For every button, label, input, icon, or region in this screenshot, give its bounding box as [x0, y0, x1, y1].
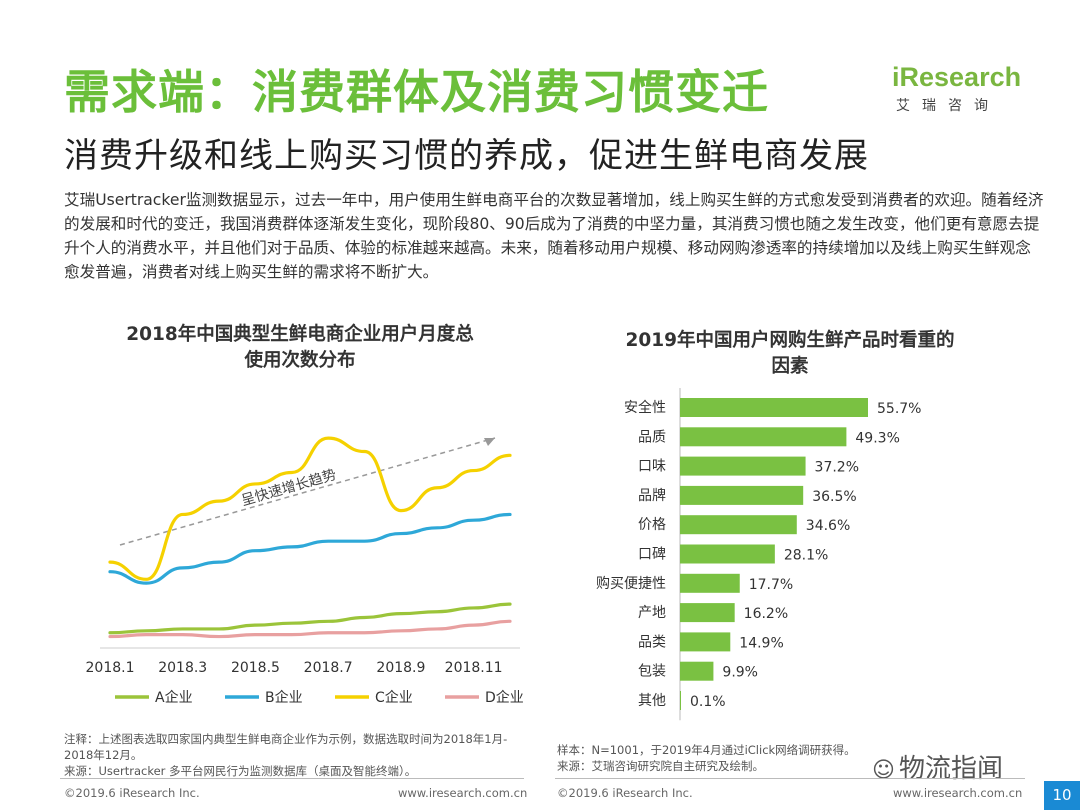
series-line-3: [108, 436, 512, 581]
legend-label-3: C企业: [375, 689, 413, 706]
x-tick-label: 2018.1: [86, 660, 135, 676]
bar-value-label: 16.2%: [744, 606, 788, 622]
left-note: 注释：上述图表选取四家国内典型生鲜电商企业作为示例，数据选取时间为2018年1月…: [64, 731, 544, 779]
footer-divider-left: [60, 778, 524, 779]
bar-category-label: 产地: [638, 605, 666, 621]
bar-category-label: 口味: [638, 459, 666, 475]
bar: [680, 515, 797, 535]
logo-text: iResearch: [892, 62, 1022, 92]
bar-category-label: 品质: [638, 429, 666, 445]
right-note: 样本：N=1001，于2019年4月通过iClick网络调研获得。 来源：艾瑞咨…: [557, 742, 877, 774]
bar-category-label: 价格: [638, 517, 666, 533]
legend-label-1: A企业: [155, 689, 193, 706]
bar: [680, 632, 731, 652]
body-paragraph: 艾瑞Usertracker监测数据显示，过去一年中，用户使用生鲜电商平台的次数显…: [64, 191, 1044, 281]
x-tick-label: 2018.7: [304, 660, 353, 676]
bar-value-label: 36.5%: [812, 489, 856, 505]
logo-cn-text: 艾瑞咨询: [896, 98, 1000, 114]
bar: [680, 485, 804, 505]
wechat-label: 物流指闻: [898, 754, 1003, 784]
bar: [680, 398, 868, 417]
footer-url-left: www.iresearch.com.cn: [398, 786, 528, 800]
bar-value-label: 9.9%: [722, 665, 758, 681]
left-note-line1: 注释：上述图表选取四家国内典型生鲜电商企业作为示例，数据选取时间为2018年1月…: [64, 732, 508, 746]
bar-category-label: 品牌: [638, 487, 666, 504]
page-title: 需求端：消费群体及消费习惯变迁: [64, 65, 769, 119]
bar-category-label: 其他: [638, 693, 666, 709]
bar-category-label: 包装: [638, 664, 666, 680]
legend-label-4: D企业: [485, 689, 524, 706]
bar-value-label: 14.9%: [739, 635, 783, 651]
line-chart-title-line1: 2018年中国典型生鲜电商企业用户月度总: [126, 324, 474, 345]
footer-copyright-left: ©2019.6 iResearch Inc.: [64, 786, 200, 800]
bar-category-label: 购买便捷性: [596, 576, 666, 592]
footer-divider-right: [555, 778, 1025, 779]
left-note-line3: 来源：Usertracker 多平台网民行为监测数据库（桌面及智能终端）。: [64, 764, 417, 778]
bar-value-label: 0.1%: [690, 694, 726, 710]
bar-value-label: 49.3%: [855, 430, 899, 446]
bar: [680, 661, 714, 681]
bar: [680, 691, 681, 710]
bar-chart-title: 2019年中国用户网购生鲜产品时看重的 因素: [590, 328, 990, 380]
line-chart-title-line2: 使用次数分布: [244, 350, 356, 371]
trend-arrow-line: [119, 437, 496, 546]
x-tick-label: 2018.11: [445, 660, 503, 676]
bar: [680, 427, 847, 447]
bar: [680, 573, 740, 593]
iresearch-logo: iResearch 艾瑞咨询: [892, 62, 1032, 115]
x-tick-label: 2018.3: [158, 660, 207, 676]
bar-chart-title-line1: 2019年中国用户网购生鲜产品时看重的: [625, 330, 955, 351]
bar-category-label: 口碑: [638, 547, 666, 563]
x-tick-label: 2018.5: [231, 660, 280, 676]
bar-category-label: 品类: [638, 634, 666, 650]
line-chart-title: 2018年中国典型生鲜电商企业用户月度总 使用次数分布: [90, 322, 510, 374]
series-line-4: [108, 619, 512, 639]
bar-value-label: 37.2%: [815, 460, 859, 476]
bar-value-label: 34.6%: [806, 518, 850, 534]
bar-value-label: 55.7%: [877, 401, 921, 417]
trend-arrow-head: [484, 438, 495, 446]
wechat-watermark: ☺ 物流指闻: [872, 748, 1003, 785]
series-line-1: [108, 602, 512, 635]
bar: [680, 544, 775, 564]
bar-category-label: 安全性: [624, 399, 666, 416]
footer-copyright-right: ©2019.6 iResearch Inc.: [557, 786, 693, 800]
left-note-line2: 2018年12月。: [64, 748, 143, 762]
right-note-line2: 来源：艾瑞咨询研究院自主研究及绘制。: [557, 759, 764, 773]
page-number: 10: [1044, 781, 1080, 810]
bar-chart-title-line2: 因素: [771, 356, 809, 377]
bar: [680, 603, 735, 623]
bar-value-label: 28.1%: [784, 548, 828, 564]
right-note-line1: 样本：N=1001，于2019年4月通过iClick网络调研获得。: [557, 743, 856, 757]
series-line-2: [108, 512, 512, 585]
legend-label-2: B企业: [265, 689, 303, 706]
bar-chart: 安全性 55.7% 品质 49.3% 口味 37.2% 品牌 36.5% 价格 34.6% 口碑 28…: [596, 388, 921, 721]
wechat-icon: ☺: [872, 758, 895, 783]
bar: [680, 456, 806, 476]
page-subtitle: 消费升级和线上购买习惯的养成，促进生鲜电商发展: [64, 136, 869, 176]
x-tick-label: 2018.9: [376, 660, 425, 676]
footer-url-right: www.iresearch.com.cn: [893, 786, 1023, 800]
bar-value-label: 17.7%: [749, 577, 793, 593]
